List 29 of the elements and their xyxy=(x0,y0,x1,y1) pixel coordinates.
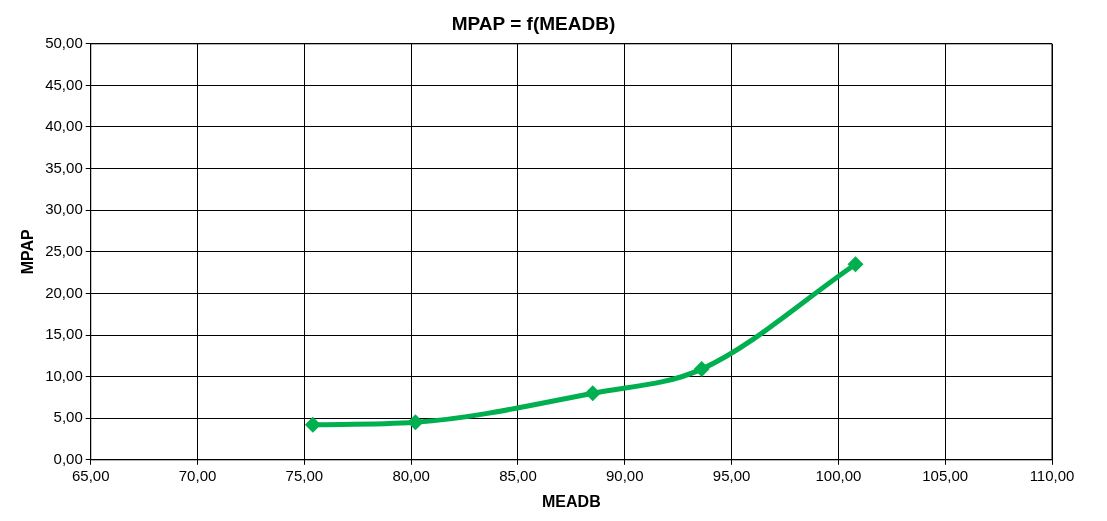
y-tick-label: 5,00 xyxy=(53,408,83,426)
y-tick-label: 10,00 xyxy=(45,366,83,384)
chart-title: MPAP = f(MEADB) xyxy=(451,12,616,34)
x-tick-label: 80,00 xyxy=(392,466,430,484)
y-tick-label: 35,00 xyxy=(45,158,83,176)
y-tick-label: 25,00 xyxy=(45,241,83,259)
y-tick-label: 30,00 xyxy=(45,200,83,218)
point xyxy=(693,361,710,378)
point xyxy=(407,414,424,431)
y-tick-label: 20,00 xyxy=(45,283,83,301)
x-tick-label: 100,00 xyxy=(815,466,862,484)
point xyxy=(847,256,864,273)
x-tick-label: 110,00 xyxy=(1029,466,1075,484)
point xyxy=(584,385,601,402)
y-axis-title: MPAP xyxy=(19,228,37,275)
x-tick-label: 70,00 xyxy=(178,466,217,484)
x-axis-title: MEADB xyxy=(542,492,601,510)
y-tick-label: 0,00 xyxy=(53,449,83,467)
x-tick-label: 75,00 xyxy=(285,466,324,484)
x-tick-label: 85,00 xyxy=(499,466,537,484)
y-tick-label: 40,00 xyxy=(45,117,83,135)
y-tick-label: 50,00 xyxy=(45,33,83,51)
x-tick-label: 95,00 xyxy=(712,466,751,484)
point xyxy=(304,416,321,433)
x-tick-label: 90,00 xyxy=(606,466,644,484)
x-tick-label: 105,00 xyxy=(922,466,969,484)
y-tick-label: 15,00 xyxy=(45,325,83,343)
x-tick-label: 65,00 xyxy=(71,466,110,484)
y-tick-label: 45,00 xyxy=(45,75,83,93)
